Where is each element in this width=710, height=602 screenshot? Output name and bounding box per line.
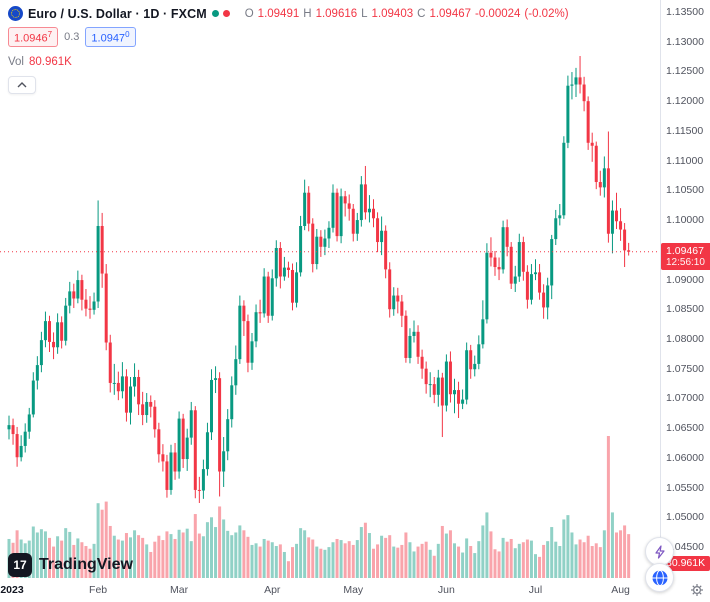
- tradingview-watermark[interactable]: 17 TradingView: [8, 553, 133, 577]
- price-tick-label: 1.13000: [666, 35, 704, 48]
- price-tick-label: 1.09000: [666, 273, 704, 286]
- ask-main: 1.0947: [91, 32, 126, 45]
- last-price-badge: 1.09467 12:56:10: [661, 242, 710, 270]
- tradingview-logo-icon: 17: [8, 553, 32, 577]
- bid-main: 1.0946: [14, 32, 48, 45]
- change-percent: (-0.02%): [524, 7, 569, 20]
- price-tick-label: 1.11500: [666, 124, 704, 137]
- time-tick-label: May: [343, 584, 364, 596]
- low-value: 1.09403: [371, 7, 414, 20]
- chevron-up-icon: [17, 81, 27, 88]
- ohlc-values: O 1.09491 H 1.09616 L 1.09403 C 1.09467 -0.0…: [245, 8, 569, 20]
- price-tick-label: 1.13500: [666, 6, 704, 18]
- change-value: -0.00024: [475, 7, 521, 20]
- bar-countdown: 12:56:10: [666, 256, 705, 268]
- market-status-dot-icon: [222, 10, 230, 17]
- time-axis-settings-button[interactable]: [690, 583, 704, 597]
- lightning-bolt-icon: [654, 544, 665, 559]
- collapse-legend-button[interactable]: [8, 75, 36, 94]
- volume-indicator-value: 80.961K: [29, 55, 72, 68]
- symbol-title[interactable]: Euro / U.S. Dollar · 1D · FXCM: [28, 6, 207, 21]
- legend: Euro / U.S. Dollar · 1D · FXCM O 1.09491 …: [8, 6, 569, 94]
- price-tick-label: 1.10500: [666, 184, 704, 197]
- time-tick-label: Aug: [611, 584, 630, 596]
- price-tick-label: 1.06500: [666, 422, 704, 435]
- publish-idea-button[interactable]: [645, 563, 674, 592]
- bid-price-button[interactable]: 1.09467: [8, 27, 59, 47]
- high-label: H: [303, 7, 312, 20]
- price-tick-label: 1.07500: [666, 362, 704, 375]
- volume-series: [7, 436, 631, 578]
- open-label: O: [244, 7, 254, 20]
- high-value: 1.09616: [315, 7, 358, 20]
- close-label: C: [417, 7, 426, 20]
- symbol-logo-icon: [8, 6, 23, 21]
- time-tick-label: Jul: [528, 584, 543, 596]
- time-axis[interactable]: 2023 Feb Mar Apr May Jun Jul Aug: [0, 580, 710, 600]
- time-tick-label: Jun: [437, 584, 455, 596]
- close-value: 1.09467: [429, 7, 472, 20]
- time-tick-label: Mar: [170, 584, 189, 596]
- quick-trade-button[interactable]: [645, 537, 674, 566]
- low-label: L: [361, 7, 368, 20]
- price-axis[interactable]: 1.13500 1.13000 1.12500 1.12000 1.11500 1.110…: [661, 0, 710, 580]
- price-tick-label: 1.08500: [666, 303, 704, 316]
- price-tick-label: 1.11000: [666, 154, 704, 167]
- gear-icon: [691, 584, 703, 596]
- tradingview-watermark-text: TradingView: [39, 556, 133, 573]
- time-tick-label: Apr: [264, 584, 281, 596]
- price-tick-label: 1.10000: [666, 214, 704, 227]
- price-tick-label: 1.06000: [666, 451, 704, 464]
- volume-value-badge: 80.961K: [661, 556, 710, 571]
- realtime-status-dot-icon: [211, 10, 219, 17]
- spread-value: 0.3: [64, 30, 80, 43]
- ask-price-button[interactable]: 1.09470: [85, 27, 136, 47]
- price-tick-label: 1.05000: [666, 511, 704, 524]
- volume-indicator-label: Vol: [8, 55, 24, 68]
- price-tick-label: 1.12500: [666, 65, 704, 78]
- candle-series: [7, 55, 631, 504]
- ask-sup: 0: [125, 30, 130, 39]
- globe-sphere-icon: [652, 569, 667, 586]
- price-tick-label: 1.04500: [666, 541, 704, 553]
- price-tick-label: 1.12000: [666, 95, 704, 108]
- bid-sup: 7: [47, 30, 53, 39]
- last-price-value: 1.09467: [666, 244, 704, 257]
- open-value: 1.09491: [257, 7, 300, 20]
- price-tick-label: 1.07000: [666, 392, 704, 405]
- price-tick-label: 1.05500: [666, 481, 704, 494]
- price-tick-label: 1.08000: [666, 332, 704, 345]
- time-tick-label: 2023: [0, 584, 24, 596]
- time-tick-label: Feb: [89, 584, 108, 596]
